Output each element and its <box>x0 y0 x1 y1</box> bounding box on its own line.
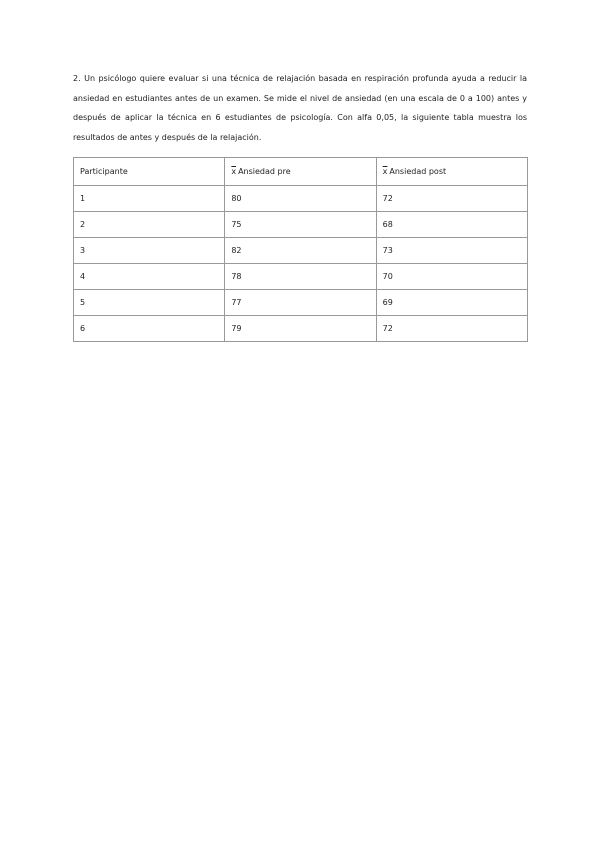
table-row: 4 78 70 <box>72 263 529 290</box>
table-header-row: Participante x Ansiedad pre x Ansiedad pos… <box>72 157 529 186</box>
table-row: 3 82 73 <box>72 237 529 264</box>
data-table: Participante x Ansiedad pre x Ansiedad pos… <box>72 157 529 342</box>
table-cell: 5 <box>72 289 226 316</box>
table-cell: 70 <box>375 263 529 290</box>
table-row: 2 75 68 <box>72 211 529 238</box>
table-cell: 69 <box>375 289 529 316</box>
table-cell: 6 <box>72 315 226 342</box>
header-ansiedad-pre: x Ansiedad pre <box>224 157 377 186</box>
problem-statement: 2. Un psicólogo quiere evaluar si una té… <box>73 74 527 142</box>
table-cell: 68 <box>375 211 529 238</box>
header-ansiedad-post-label: Ansiedad post <box>389 167 447 176</box>
table-cell: 77 <box>224 289 377 316</box>
header-ansiedad-post: x Ansiedad post <box>375 157 529 186</box>
table-cell: 79 <box>224 315 377 342</box>
table-cell: 78 <box>224 263 377 290</box>
table-row: 6 79 72 <box>72 315 529 342</box>
table-cell: 80 <box>224 185 377 212</box>
table-cell: 72 <box>375 185 529 212</box>
table-cell: 82 <box>224 237 377 264</box>
table-cell: 73 <box>375 237 529 264</box>
table-row: 1 80 72 <box>72 185 529 212</box>
header-participante: Participante <box>72 157 226 186</box>
table-cell: 3 <box>72 237 226 264</box>
table-cell: 4 <box>72 263 226 290</box>
table-row: 5 77 69 <box>72 289 529 316</box>
header-ansiedad-pre-label: Ansiedad pre <box>238 167 291 176</box>
table-cell: 1 <box>72 185 226 212</box>
table-cell: 75 <box>224 211 377 238</box>
mean-symbol: x <box>382 167 388 176</box>
mean-symbol: x <box>231 167 237 176</box>
table-cell: 2 <box>72 211 226 238</box>
table-cell: 72 <box>375 315 529 342</box>
